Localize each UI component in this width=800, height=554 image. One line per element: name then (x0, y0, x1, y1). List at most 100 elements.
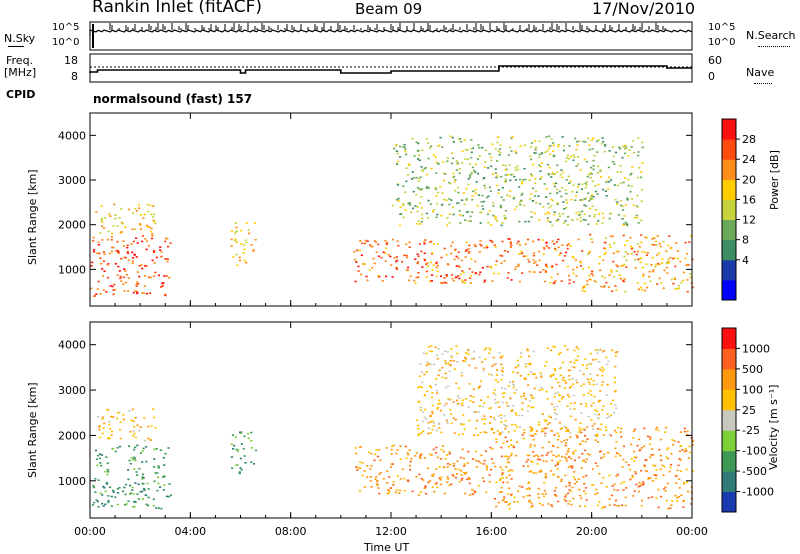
power-cell (409, 202, 412, 204)
power-cell (530, 158, 533, 161)
power-cell (494, 218, 497, 220)
power-cell (545, 242, 548, 244)
velocity-cell (622, 445, 626, 448)
velocity-cell (679, 470, 683, 472)
velocity-cell (462, 471, 466, 474)
nsearch-tick-bottom: 10^0 (708, 37, 736, 48)
velocity-cell (499, 466, 502, 468)
power-cell (393, 147, 396, 150)
velocity-cell (446, 462, 450, 465)
freq-tick-top: 18 (64, 54, 78, 67)
power-cell (519, 203, 522, 206)
velocity-cell (533, 444, 536, 447)
velocity-cell (547, 451, 550, 454)
power-cell (593, 185, 597, 187)
velocity-cell (606, 413, 609, 415)
velocity-cell (658, 448, 661, 451)
power-cell (357, 270, 360, 272)
power-cell (97, 241, 100, 243)
power-cell (371, 266, 374, 269)
velocity-cell (424, 408, 427, 411)
power-cell (431, 274, 434, 276)
power-cell (106, 264, 109, 266)
velocity-cell (556, 413, 559, 416)
velocity-cell (580, 467, 583, 469)
velocity-cell (124, 504, 127, 506)
velocity-cell (596, 434, 599, 437)
velocity-cell (613, 429, 617, 432)
power-cell (435, 266, 438, 269)
power-colorbar-tick-label: 16 (742, 193, 756, 206)
velocity-cell (549, 374, 553, 377)
velocity-cell (523, 392, 526, 395)
velocity-cell (569, 431, 572, 434)
velocity-cell (586, 453, 589, 455)
velocity-cell (541, 504, 544, 506)
power-cell (559, 252, 562, 254)
power-cell (354, 280, 357, 283)
power-cell (120, 280, 123, 282)
velocity-cell (511, 423, 514, 426)
power-cell (536, 264, 539, 266)
velocity-cell (377, 487, 380, 489)
power-cell (552, 150, 555, 152)
power-cell (588, 148, 591, 151)
power-cell (535, 146, 538, 149)
velocity-cell (117, 411, 120, 414)
power-cell (419, 189, 422, 191)
nsky-label: N.Sky (4, 32, 36, 45)
velocity-cell (477, 387, 480, 389)
power-cell (550, 138, 553, 140)
power-cell (454, 189, 457, 192)
velocity-cell (506, 461, 509, 463)
velocity-cell (550, 450, 553, 453)
velocity-cell (133, 448, 136, 451)
velocity-cell (514, 412, 517, 414)
power-cell (111, 232, 114, 235)
velocity-cell (579, 422, 582, 424)
velocity-cell (446, 351, 449, 353)
velocity-cell (141, 490, 144, 493)
power-cell (145, 224, 148, 227)
velocity-cell (649, 438, 652, 441)
velocity-cell (669, 463, 673, 466)
power-cell (507, 154, 510, 156)
velocity-cell (501, 477, 504, 479)
power-cell (556, 202, 559, 204)
velocity-cell (568, 484, 571, 487)
power-cell (682, 271, 685, 274)
power-cell (425, 187, 428, 189)
velocity-cell (503, 496, 506, 499)
velocity-cell (474, 491, 477, 493)
velocity-cell (596, 465, 599, 467)
power-cell (436, 243, 439, 245)
velocity-cell (581, 428, 584, 431)
velocity-cell (496, 430, 499, 432)
power-cell (514, 179, 518, 181)
power-cell (675, 242, 678, 244)
power-cell (483, 177, 486, 179)
velocity-cell (425, 352, 428, 355)
velocity-cell (455, 399, 459, 402)
velocity-cell (507, 456, 511, 459)
power-cell (553, 281, 556, 284)
velocity-cell (595, 383, 598, 386)
velocity-cell (529, 362, 532, 365)
power-cell (621, 264, 624, 267)
velocity-cell (240, 443, 243, 445)
velocity-cell (498, 491, 501, 493)
velocity-cell (551, 459, 554, 462)
velocity-cell (452, 360, 455, 362)
velocity-cell (614, 404, 617, 406)
velocity-cell (392, 444, 396, 447)
power-cell (428, 280, 431, 283)
velocity-cell (149, 439, 152, 441)
velocity-cell (163, 475, 166, 477)
power-cell (160, 286, 163, 288)
power-cell (513, 196, 516, 199)
power-cell (240, 229, 243, 232)
power-cell (253, 222, 256, 224)
velocity-cell (514, 366, 517, 369)
power-cell (235, 230, 239, 233)
velocity-cell (433, 490, 436, 493)
